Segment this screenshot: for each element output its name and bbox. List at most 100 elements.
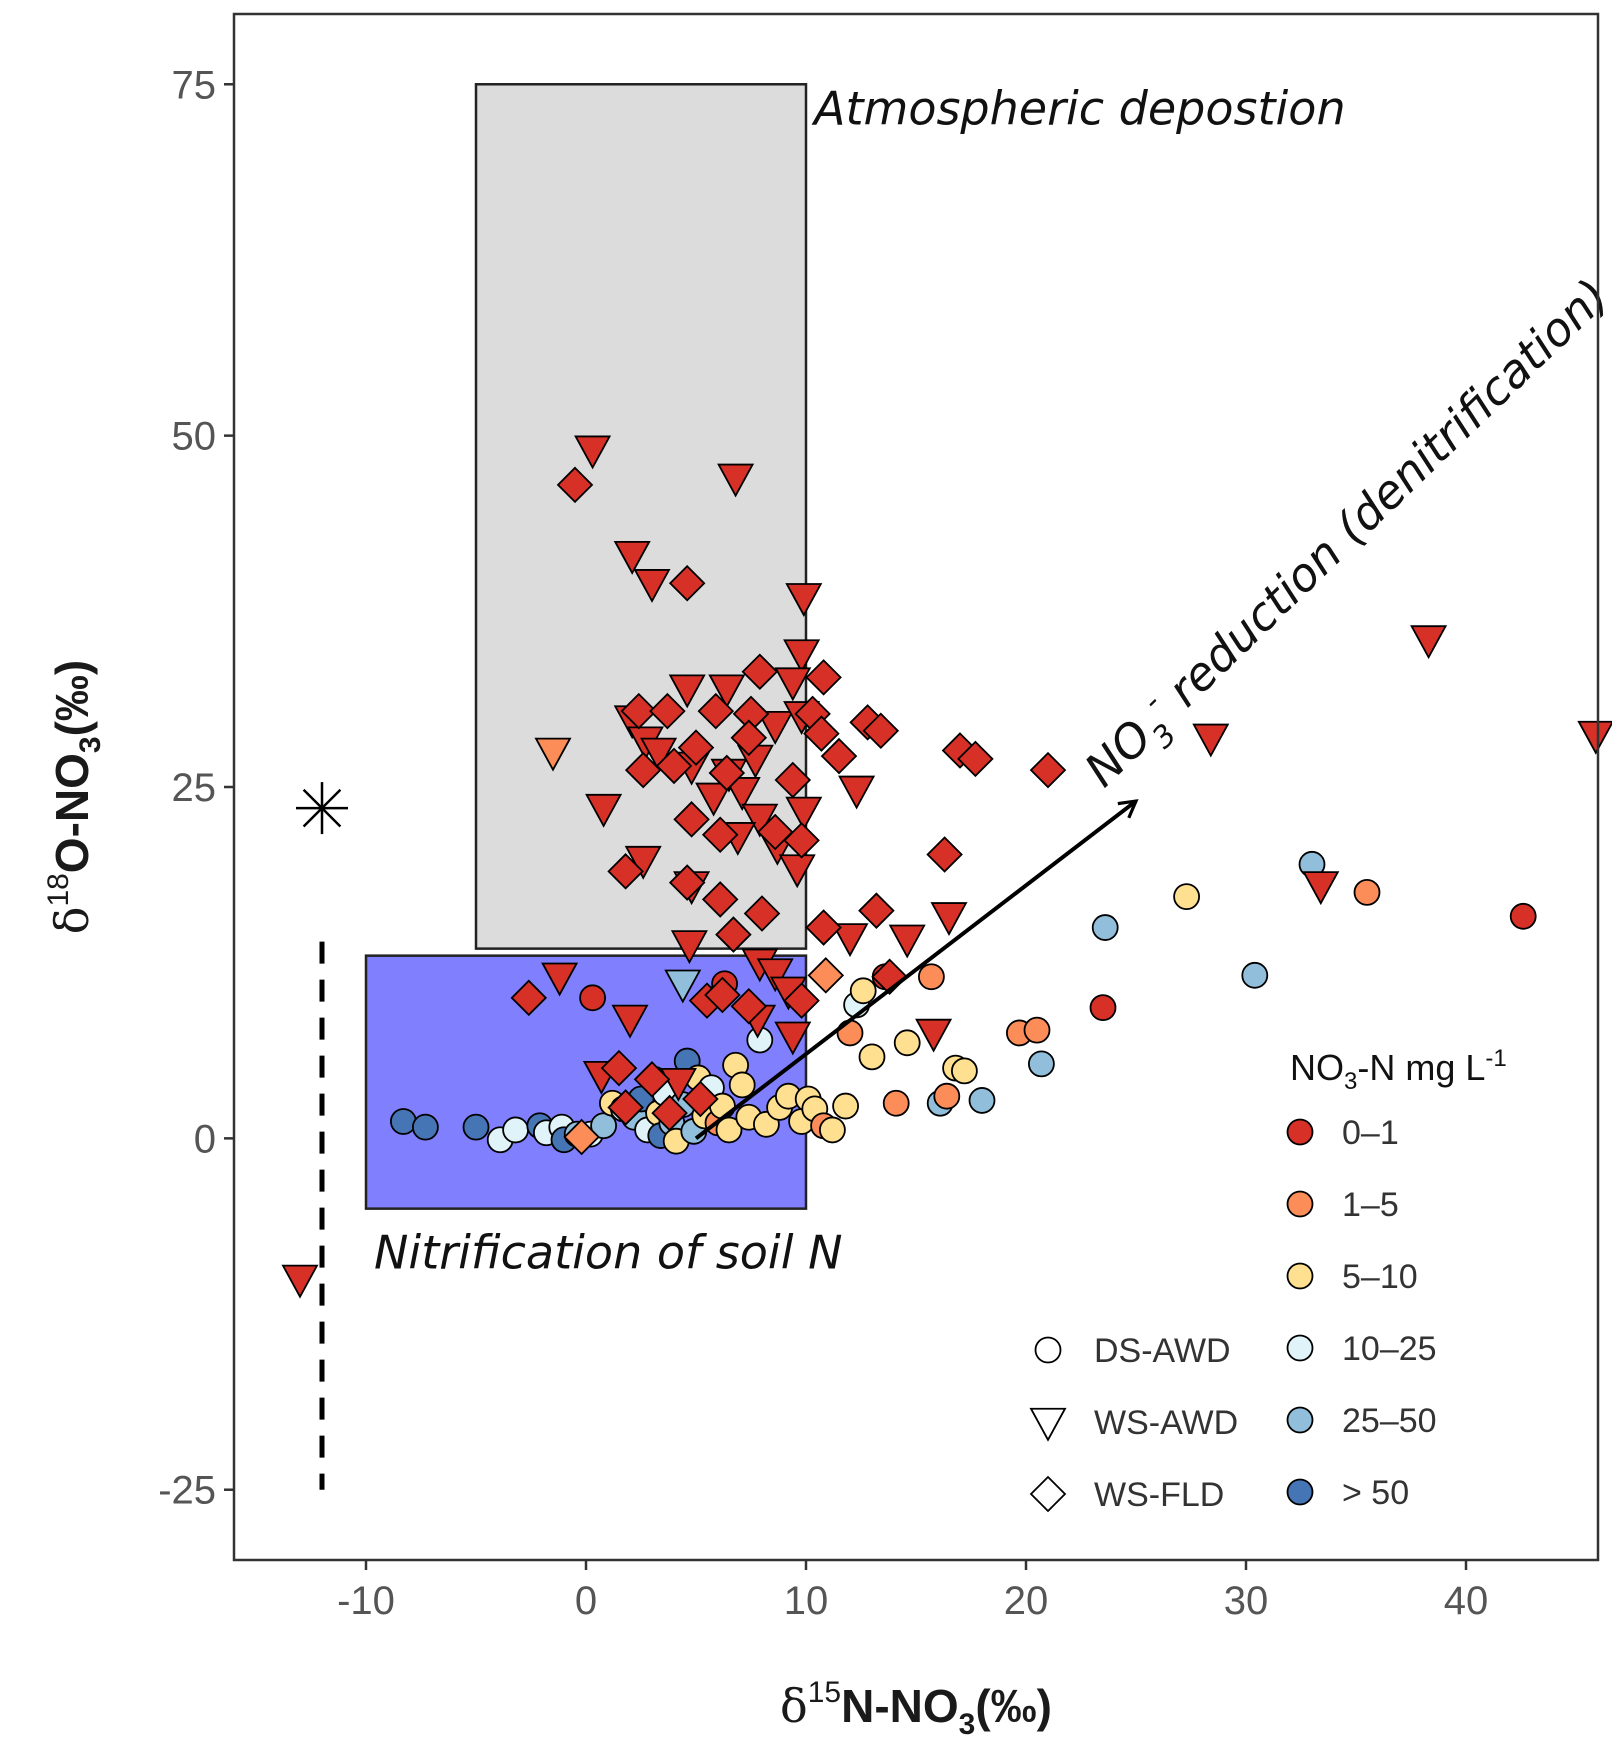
x-tick-label: 20 [1004, 1579, 1049, 1623]
data-point-circle [411, 1113, 439, 1141]
data-point-diamond [862, 712, 900, 750]
legend-color-entries: 0–1 1–5 5–10 10–25 25–50 > 50 [1286, 1114, 1437, 1512]
data-point-circle [728, 1071, 756, 1099]
data-point-triangle [1410, 625, 1448, 660]
data-point-circle [1023, 1016, 1051, 1044]
data-point-triangle [574, 435, 612, 470]
data-point-circle [1241, 961, 1269, 989]
y-tick-label: -25 [158, 1469, 216, 1513]
data-point-diamond [774, 761, 812, 799]
data-point-diamond [677, 729, 715, 766]
data-point-diamond [704, 976, 741, 1014]
data-point-circle [1509, 902, 1537, 930]
data-point-diamond [633, 1061, 671, 1098]
data-point-circle [389, 1108, 417, 1135]
atmospheric-deposition-label: Atmospheric depostion [811, 81, 1346, 135]
data-point-circle [1089, 994, 1117, 1022]
data-point-diamond [600, 1049, 638, 1087]
legend-color-label: 0–1 [1342, 1114, 1399, 1152]
data-point-triangle [785, 796, 823, 831]
data-point-circle [1091, 914, 1119, 941]
data-point-circle [1353, 879, 1381, 906]
legend-shape-entries: DS-AWD WS-AWD WS-FLD [1029, 1332, 1238, 1514]
legend-color-label: 5–10 [1342, 1258, 1418, 1296]
legend-shape-label: WS-FLD [1094, 1476, 1224, 1514]
data-point-triangle [611, 1004, 649, 1039]
data-point-circle [502, 1116, 529, 1144]
data-point-diamond [697, 692, 735, 730]
x-tick-label: 30 [1224, 1579, 1269, 1623]
data-point-diamond [805, 909, 842, 946]
data-point-diamond [1029, 751, 1067, 789]
legend-color-label: 1–5 [1342, 1186, 1399, 1224]
legend-color-label: > 50 [1342, 1474, 1409, 1512]
data-point-triangle [831, 923, 869, 958]
data-point-diamond [668, 864, 706, 901]
y-tick-label: 0 [194, 1117, 216, 1161]
data-point-circle [819, 1116, 846, 1144]
legend-shape-triangle [1029, 1407, 1067, 1442]
data-point-diamond [715, 916, 752, 953]
arrow-label-rest: reduction (denitrification) [1146, 268, 1612, 727]
y-tick-label: 75 [172, 63, 217, 107]
data-point-diamond [649, 692, 686, 730]
data-point-diamond [701, 816, 739, 854]
data-point-triangle [756, 711, 794, 745]
data-point-triangle [281, 1264, 319, 1299]
data-point-circle [882, 1089, 910, 1117]
data-point-triangle [1302, 871, 1340, 906]
data-point-diamond [708, 754, 746, 792]
data-point-circle [715, 1116, 743, 1144]
data-point-triangle [741, 803, 779, 838]
data-point-circle [1028, 1050, 1055, 1078]
legend-color-swatch [1286, 1262, 1314, 1290]
y-axis-title: δ18O-NO3(‰) [42, 660, 107, 935]
data-point-diamond [741, 653, 779, 691]
x-tick-label: 0 [575, 1579, 597, 1623]
y-title-sub: 3 [74, 736, 107, 753]
data-point-diamond [783, 822, 820, 859]
legend-color-title: NO3-N mg L-1 [1290, 1045, 1507, 1095]
data-point-triangle [659, 1067, 697, 1102]
data-point-triangle [778, 854, 816, 889]
data-point-triangle [774, 1021, 812, 1056]
data-point-diamond [673, 801, 710, 838]
data-point-triangle [888, 924, 926, 959]
y-tick-label: 50 [172, 415, 217, 459]
data-point-triangle [633, 569, 671, 603]
data-point-triangle [723, 777, 761, 811]
data-point-diamond [730, 719, 768, 757]
y-title-delta: δ [45, 907, 99, 935]
data-point-triangle [664, 969, 702, 1004]
denitrification-arrow [694, 799, 1139, 1140]
legend-shape-diamond [1029, 1475, 1067, 1513]
legend-color-swatch [1286, 1406, 1314, 1434]
data-point-diamond [556, 466, 594, 504]
x-tick-label: -10 [337, 1579, 395, 1623]
legend-color-swatch [1286, 1478, 1314, 1506]
data-point-diamond [730, 987, 768, 1025]
x-tick-label: 40 [1444, 1579, 1489, 1623]
data-point-circle [893, 1029, 921, 1057]
data-point-circle [462, 1113, 490, 1141]
asterisk-marker [296, 782, 348, 835]
data-point-diamond [668, 564, 706, 602]
data-point-circle [968, 1087, 996, 1114]
data-point-diamond [682, 1080, 719, 1118]
data-point-diamond [807, 957, 845, 994]
y-title-sup: 18 [42, 873, 75, 906]
y-title-unit: (‰) [46, 660, 98, 737]
legend-shape-label: DS-AWD [1094, 1332, 1231, 1370]
legend-title-no: NO [1290, 1047, 1344, 1088]
data-point-circle [858, 1043, 886, 1071]
data-point-circle [832, 1092, 859, 1120]
legend-color-swatch [1286, 1190, 1314, 1218]
asterisk-stroke [302, 788, 342, 828]
data-point-triangle [1192, 723, 1230, 758]
data-point-circle [579, 984, 606, 1012]
legend-title-sup: -1 [1485, 1045, 1506, 1072]
y-axis: -25 0 25 50 75 [158, 63, 234, 1513]
data-point-circle [1173, 883, 1200, 911]
